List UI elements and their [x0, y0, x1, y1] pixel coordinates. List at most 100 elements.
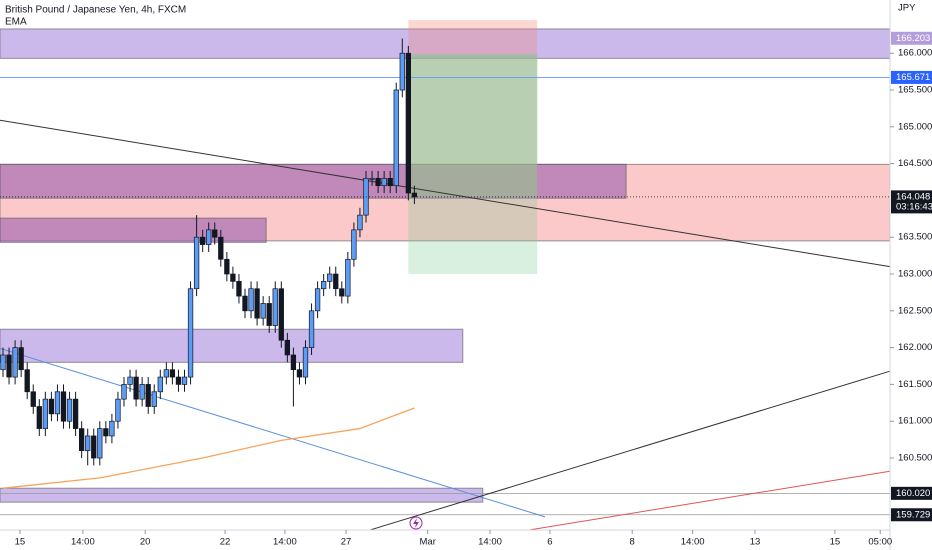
candle-body [321, 281, 327, 290]
price-badge [891, 31, 932, 45]
candle-body [206, 229, 212, 245]
candle-body [18, 347, 24, 371]
candle-body [387, 177, 393, 187]
candle-body [308, 310, 315, 348]
y-tick-label: 163.000 [898, 269, 932, 280]
zone [0, 487, 484, 503]
candle-body [284, 339, 290, 356]
candle-body [200, 236, 206, 245]
candle-body [24, 369, 30, 393]
candle-body [302, 347, 309, 378]
position-reached [408, 53, 538, 197]
candle-body [163, 369, 170, 378]
price-badge [891, 70, 932, 84]
y-tick-label: 166.000 [898, 48, 932, 59]
currency-label: JPY [898, 3, 916, 14]
candle-body [181, 376, 188, 385]
candle-body [381, 177, 387, 187]
x-tick-label: 20 [140, 537, 151, 548]
candle-body [314, 288, 321, 312]
x-tick-label: 22 [220, 537, 231, 548]
candle-body [230, 273, 236, 282]
candle-body [333, 273, 339, 290]
candle-body [399, 52, 405, 91]
candle-body [127, 376, 133, 385]
candle-body [0, 354, 6, 371]
x-tick-label: 05:00 [868, 537, 892, 548]
candle-body [266, 303, 272, 326]
candle-body [103, 428, 109, 437]
candle-body [357, 214, 363, 231]
candle-body [109, 420, 115, 437]
axes: 166.000 165.500 165.000 164.500 163.500 163.0… [15, 31, 932, 548]
trend-line [0, 119, 890, 268]
y-tick-label: 161.500 [898, 379, 932, 390]
candle-body [272, 288, 278, 326]
y-tick-label: 165.500 [898, 85, 932, 96]
zone [0, 28, 890, 59]
candle-body [78, 428, 85, 452]
x-tick-label: 14:00 [71, 537, 95, 548]
x-tick-label: 14:00 [681, 537, 705, 548]
price-badge [891, 486, 932, 500]
candle-body [345, 258, 351, 297]
x-tick-label: Mar [420, 537, 436, 548]
trend-line [0, 347, 546, 518]
candle-body [85, 435, 91, 452]
candle-body [54, 391, 61, 415]
candle-body [411, 192, 418, 198]
countdown-label: 03:16:43 [896, 201, 932, 212]
candle-body [260, 303, 266, 319]
candle-body [193, 236, 200, 290]
trend-line [525, 470, 890, 530]
x-tick-label: 14:00 [273, 537, 297, 548]
y-tick-label: 162.000 [898, 342, 932, 353]
candle-body [139, 384, 145, 400]
y-tick-label: 162.500 [898, 305, 932, 316]
y-tick-label: 161.000 [898, 416, 932, 427]
candle-body [97, 428, 103, 459]
candle-body [339, 288, 345, 297]
x-tick-label: 6 [547, 537, 552, 548]
candle-body [30, 391, 36, 407]
candle-body [151, 391, 157, 407]
candle-body [60, 391, 67, 422]
price-badge-label: 159.729 [896, 509, 930, 520]
candle-body [405, 52, 411, 194]
ema-line [2, 407, 415, 489]
x-tick-label: 27 [341, 537, 352, 548]
position-target [408, 196, 538, 275]
candle-body [218, 236, 224, 260]
x-tick-label: 13 [750, 537, 761, 548]
candle-body [72, 398, 79, 429]
y-tick-label: 160.500 [898, 453, 932, 464]
candle-body [175, 376, 182, 385]
candle-body [48, 398, 55, 415]
price-badge [891, 508, 932, 522]
candle-body [66, 398, 73, 422]
candle-body [236, 281, 242, 297]
indicator-label: EMA [5, 17, 27, 28]
trend-line [368, 370, 890, 530]
price-badge-label: 164.048 [896, 191, 930, 202]
candle-body [254, 288, 260, 319]
chart-title: British Pound / Japanese Yen, 4h, FXCM [5, 5, 186, 16]
candle-body [157, 376, 163, 393]
candle-body [12, 347, 18, 378]
y-tick-label: 163.500 [898, 232, 932, 243]
plot-area [0, 20, 890, 530]
x-tick-label: 14:00 [478, 537, 502, 548]
candle-body [369, 177, 375, 180]
candle-body [169, 369, 176, 378]
candle-body [351, 229, 357, 260]
x-tick-label: 15 [15, 537, 26, 548]
y-tick-label: 164.500 [898, 158, 932, 169]
candle-body [145, 384, 151, 407]
candle-body [248, 288, 254, 312]
candle-body [224, 258, 230, 275]
candle-body [115, 398, 121, 422]
candle-body [133, 376, 139, 400]
price-badge-label: 165.671 [896, 72, 930, 83]
candle-body [393, 89, 399, 187]
